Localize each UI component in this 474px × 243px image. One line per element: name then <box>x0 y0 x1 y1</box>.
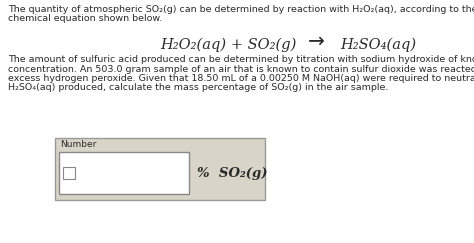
Text: Number: Number <box>60 140 96 149</box>
Text: The amount of sulfuric acid produced can be determined by titration with sodium : The amount of sulfuric acid produced can… <box>8 55 474 64</box>
FancyBboxPatch shape <box>59 152 189 194</box>
Text: H₂SO₄(aq): H₂SO₄(aq) <box>340 38 416 52</box>
Text: →: → <box>308 32 325 51</box>
Text: H₂O₂(aq) + SO₂(g): H₂O₂(aq) + SO₂(g) <box>160 38 296 52</box>
FancyBboxPatch shape <box>55 138 265 200</box>
Text: excess hydrogen peroxide. Given that 18.50 mL of a 0.00250 M NaOH(aq) were requi: excess hydrogen peroxide. Given that 18.… <box>8 74 474 83</box>
Text: concentration. An 503.0 gram sample of an air that is known to contain sulfur di: concentration. An 503.0 gram sample of a… <box>8 64 474 73</box>
Text: H₂SO₄(aq) produced, calculate the mass percentage of SO₂(g) in the air sample.: H₂SO₄(aq) produced, calculate the mass p… <box>8 84 388 93</box>
Text: %  SO₂(g): % SO₂(g) <box>197 166 267 180</box>
Text: chemical equation shown below.: chemical equation shown below. <box>8 14 162 23</box>
FancyBboxPatch shape <box>63 167 75 179</box>
Text: The quantity of atmospheric SO₂(g) can be determined by reaction with H₂O₂(aq), : The quantity of atmospheric SO₂(g) can b… <box>8 5 474 14</box>
